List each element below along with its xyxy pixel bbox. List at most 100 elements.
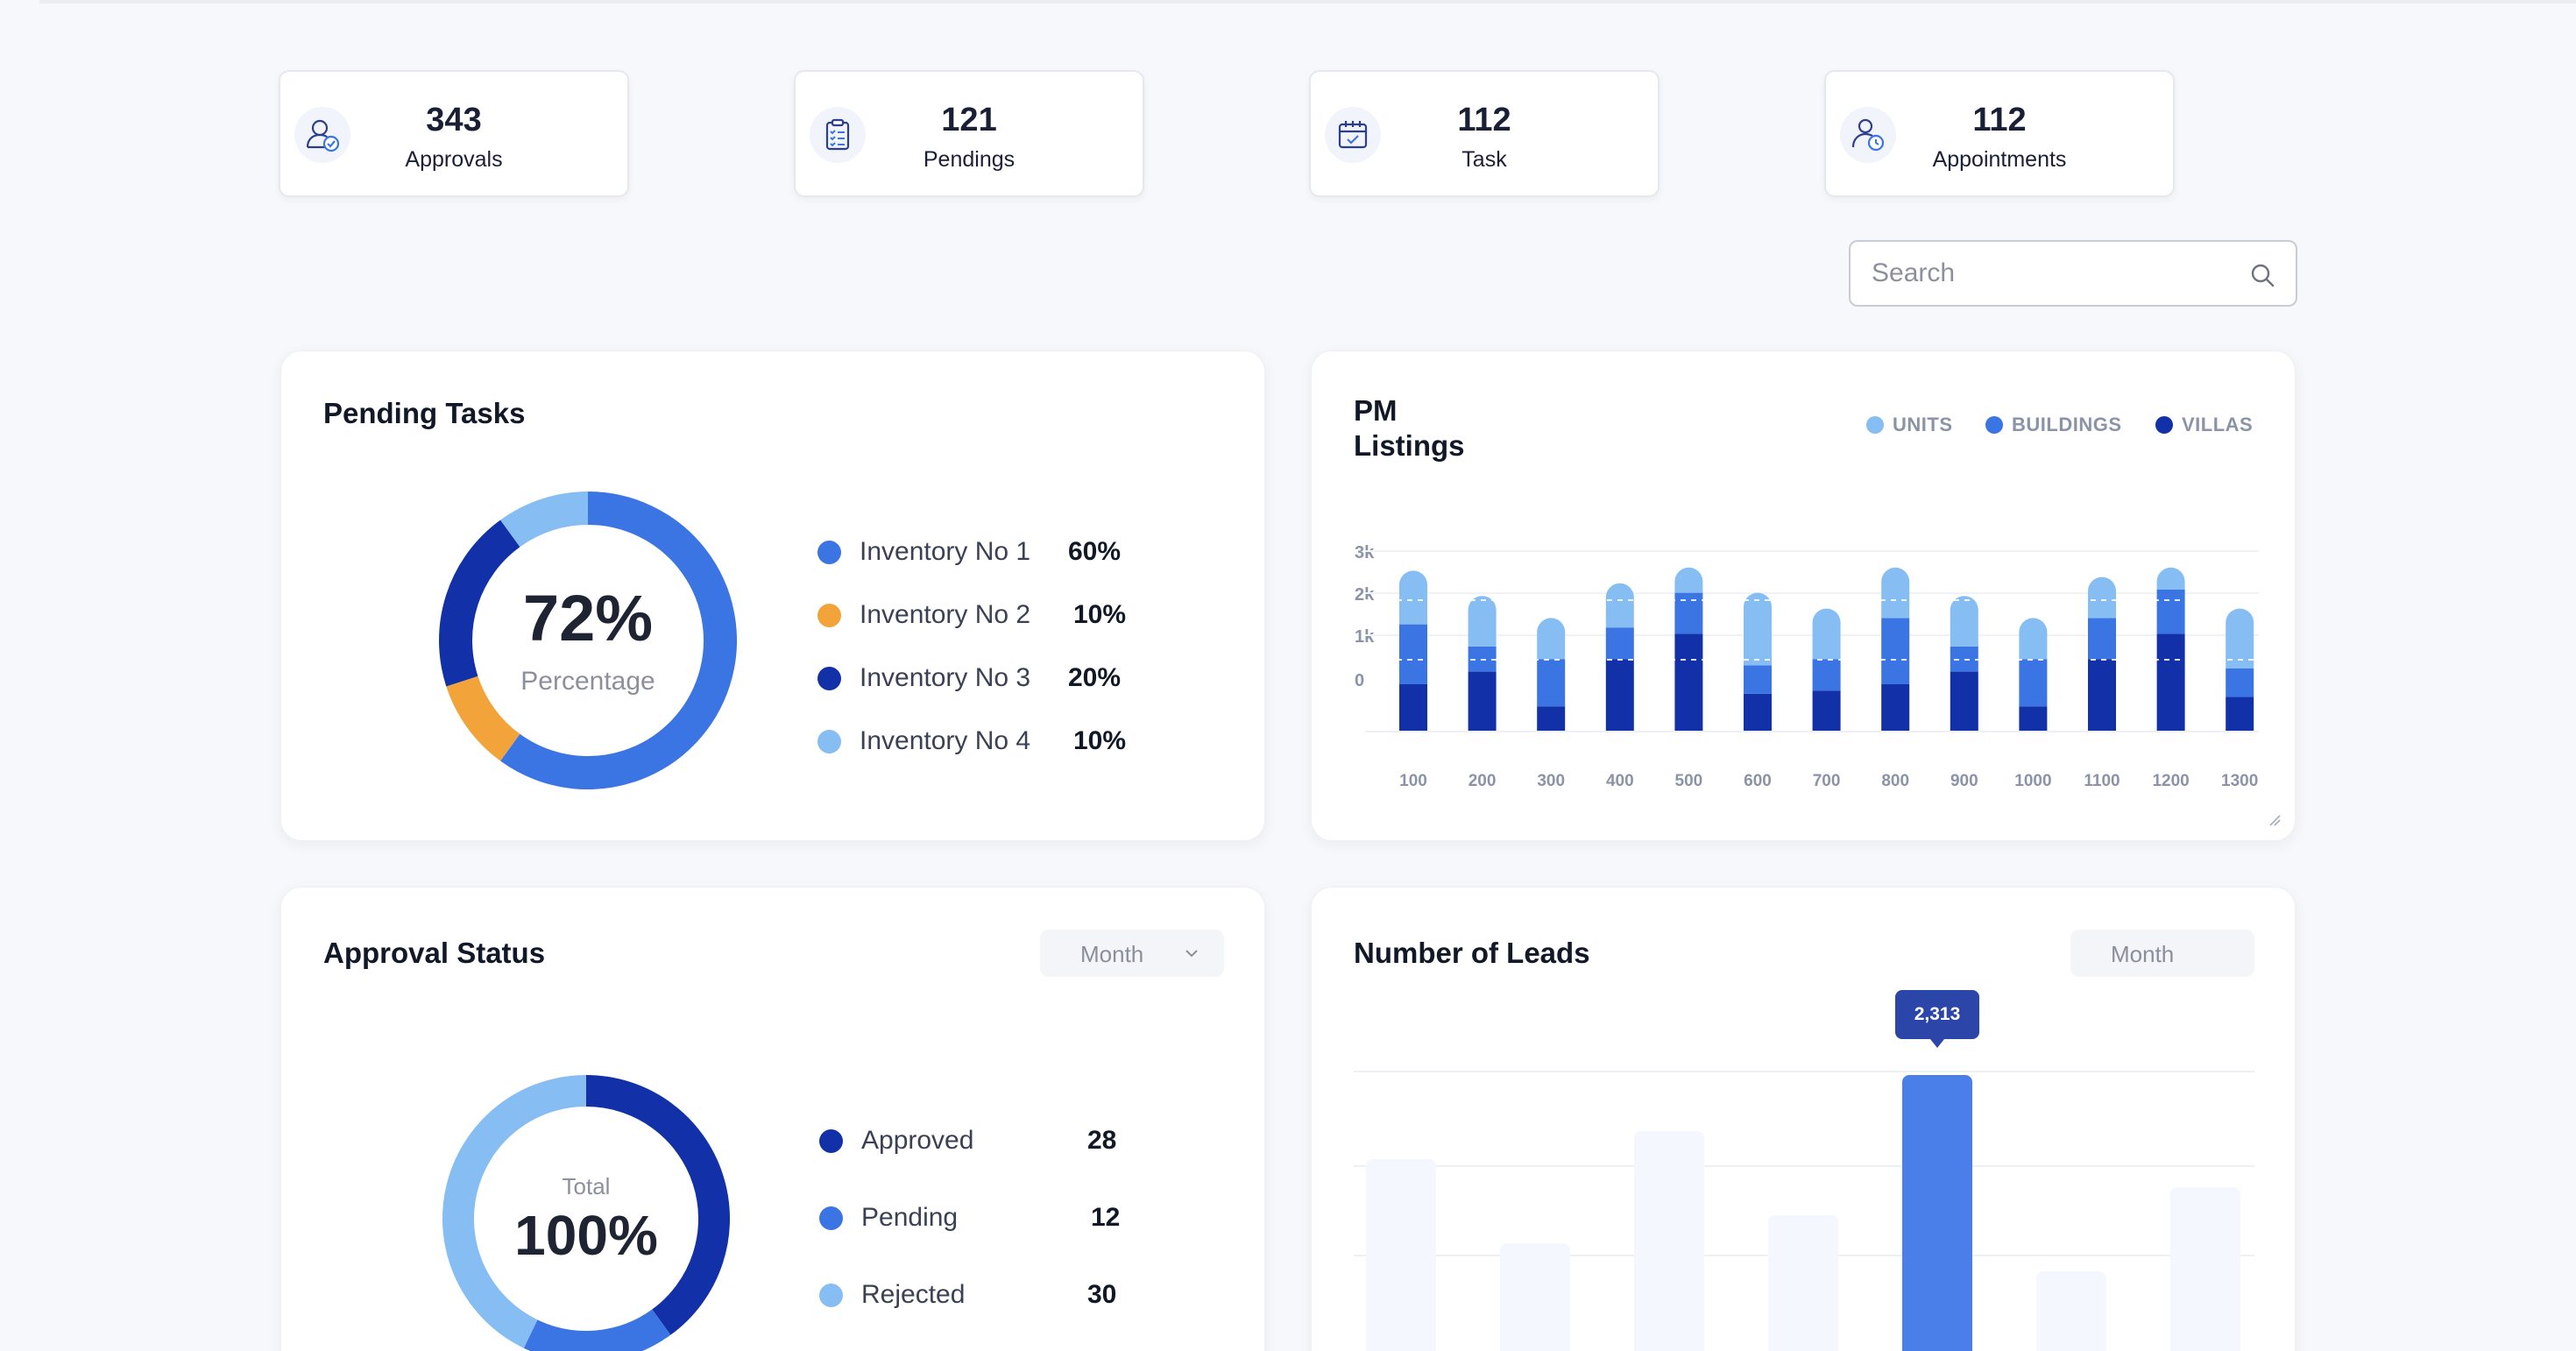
- bar-segment-buildings: [1744, 665, 1772, 694]
- legend-item-inventory-2: Inventory No 2 10%: [817, 598, 1168, 633]
- stat-value: 343: [426, 102, 482, 138]
- leads-bar[interactable]: [1500, 1243, 1570, 1351]
- bar-segment-buildings: [2156, 590, 2185, 634]
- legend-dot: [819, 1129, 843, 1153]
- donut-segment-3: [439, 520, 520, 687]
- bar-segment-buildings: [1605, 627, 1634, 660]
- leads-bar-highlight[interactable]: [1902, 1075, 1972, 1351]
- bar-segment-buildings: [1537, 659, 1566, 707]
- title-line-2: Listings: [1354, 429, 1465, 462]
- y-tick-label: 1k: [1355, 627, 1375, 647]
- legend-label: Inventory No 4: [860, 726, 1031, 755]
- bar-segment-villas: [1399, 684, 1427, 732]
- bar-segment-units: [2088, 576, 2116, 619]
- bar-segment-units: [1812, 608, 1841, 660]
- stat-label: Task: [1461, 147, 1507, 172]
- bar-segment-villas: [1950, 671, 1978, 732]
- search-icon[interactable]: [2248, 261, 2276, 289]
- legend-dot: [817, 730, 841, 753]
- x-tick-label: 600: [1744, 772, 1772, 790]
- bar-segment-villas: [1744, 693, 1772, 732]
- x-tick-label: 500: [1675, 772, 1703, 790]
- legend-label: Inventory No 1: [860, 537, 1031, 566]
- month-filter-select[interactable]: Month: [2070, 930, 2254, 977]
- x-tick-label: 1100: [2084, 772, 2120, 790]
- panel-title: Approval Status: [323, 937, 546, 969]
- bar-segment-buildings: [2019, 659, 2048, 707]
- donut-center-value: 72%: [522, 582, 654, 654]
- pending-tasks-donut: [439, 492, 737, 789]
- y-tick-label: 2k: [1355, 585, 1375, 605]
- leads-bar[interactable]: [1634, 1131, 1704, 1351]
- leads-bar[interactable]: [2170, 1187, 2240, 1351]
- bar-segment-villas: [1812, 690, 1841, 732]
- bar-segment-villas: [1468, 671, 1497, 732]
- title-line-1: PM: [1354, 394, 1398, 427]
- panel-title: PM Listings: [1354, 393, 1465, 463]
- donut-segment-rejected: [442, 1075, 587, 1348]
- x-tick-label: 1300: [2221, 772, 2258, 790]
- x-tick-label: 800: [1881, 772, 1909, 790]
- x-tick-label: 1200: [2152, 772, 2189, 790]
- legend-label: UNITS: [1893, 414, 1953, 435]
- resize-handle-icon[interactable]: [2267, 812, 2281, 826]
- leads-bar[interactable]: [1768, 1215, 1838, 1351]
- donut-segment-4: [500, 492, 589, 548]
- bar-segment-villas: [1537, 706, 1566, 732]
- bar-segment-buildings: [1812, 659, 1841, 691]
- bar-segment-units: [1881, 567, 1910, 619]
- bar-segment-villas: [2019, 706, 2048, 732]
- legend-dot: [817, 667, 841, 690]
- legend-value: 30: [1087, 1280, 1117, 1309]
- legend-value: 60%: [1068, 537, 1122, 566]
- bar-segment-buildings: [1881, 618, 1910, 684]
- x-tick-label: 700: [1813, 772, 1841, 790]
- stat-label: Approvals: [405, 147, 503, 172]
- bar-segment-villas: [1674, 633, 1703, 732]
- leads-chart: [1354, 1071, 2254, 1351]
- donut-center-label: Percentage: [520, 667, 655, 696]
- stat-card-task[interactable]: 112 Task: [1309, 70, 1660, 197]
- x-tick-label: 200: [1468, 772, 1497, 790]
- bar-segment-units: [2226, 608, 2254, 668]
- legend-item-approved: Approved 28: [819, 1124, 1170, 1159]
- panel-title: Pending Tasks: [323, 397, 526, 429]
- legend-label: BUILDINGS: [2012, 414, 2122, 435]
- approval-status-donut: [442, 1075, 730, 1351]
- pm-listings-legend: UNITS BUILDINGS VILLAS: [1866, 414, 2278, 440]
- bar-segment-villas: [1605, 659, 1634, 732]
- legend-dot: [817, 541, 841, 564]
- bar-segment-buildings: [2226, 668, 2254, 697]
- legend-label: Inventory No 2: [860, 600, 1031, 629]
- search-input[interactable]: [1872, 242, 2240, 305]
- month-filter-select[interactable]: Month: [1040, 930, 1224, 977]
- legend-item-pending: Pending 12: [819, 1201, 1170, 1236]
- approval-status-panel: Approval Status Month Total 100% Approve…: [280, 887, 1265, 1351]
- select-value: Month: [1080, 941, 1144, 967]
- legend-value: 28: [1087, 1126, 1117, 1155]
- bar-segment-units: [1605, 583, 1634, 628]
- user-check-icon: [294, 107, 350, 163]
- number-of-leads-panel: Number of Leads Month: [1311, 887, 2296, 1351]
- leads-bar[interactable]: [2036, 1271, 2106, 1351]
- stat-card-approvals[interactable]: 343 Approvals: [279, 70, 629, 197]
- stat-card-appointments[interactable]: 112 Appointments: [1824, 70, 2175, 197]
- chevron-down-icon: [1185, 950, 1198, 958]
- bar-segment-units: [1399, 570, 1427, 625]
- bar-segment-buildings: [2088, 618, 2116, 660]
- user-clock-icon: [1840, 107, 1896, 163]
- stat-card-pendings[interactable]: 121 Pendings: [794, 70, 1144, 197]
- legend-item-inventory-4: Inventory No 4 10%: [817, 725, 1168, 760]
- legend-item-inventory-3: Inventory No 3 20%: [817, 661, 1168, 697]
- bar-segment-villas: [2088, 659, 2116, 732]
- search-box[interactable]: [1849, 240, 2297, 307]
- stat-label: Pendings: [923, 147, 1016, 172]
- stat-value: 121: [941, 102, 997, 138]
- bar-segment-buildings: [1399, 624, 1427, 684]
- stat-label: Appointments: [1932, 147, 2067, 172]
- calendar-check-icon: [1325, 107, 1381, 163]
- bar-segment-villas: [2156, 633, 2185, 732]
- donut-segment-approved: [585, 1075, 730, 1335]
- x-tick-label: 400: [1606, 772, 1634, 790]
- leads-bar[interactable]: [1366, 1159, 1436, 1351]
